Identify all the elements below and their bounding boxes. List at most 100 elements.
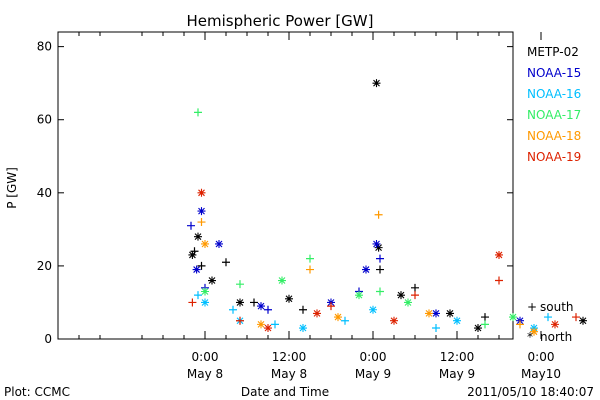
north-point bbox=[446, 309, 454, 318]
legend-entry: NOAA-16 bbox=[527, 87, 581, 101]
north-point bbox=[530, 327, 538, 336]
series-noaa-17 bbox=[194, 108, 517, 329]
north-point bbox=[215, 239, 223, 248]
south-point bbox=[341, 316, 349, 325]
north-point bbox=[313, 309, 321, 318]
north-point bbox=[188, 250, 197, 259]
south-point bbox=[572, 313, 580, 322]
north-point bbox=[495, 250, 503, 259]
x-tick-time: 0:00 bbox=[360, 350, 387, 364]
series-noaa-15 bbox=[187, 207, 524, 325]
north-point bbox=[197, 207, 206, 216]
legend-entry: NOAA-17 bbox=[527, 108, 581, 122]
north-point bbox=[355, 291, 363, 300]
y-tick-label: 40 bbox=[37, 186, 52, 200]
south-point bbox=[376, 287, 384, 296]
chart-title: Hemispheric Power [GW] bbox=[187, 12, 374, 30]
north-point bbox=[201, 239, 209, 248]
plot-frame bbox=[57, 31, 514, 340]
south-point bbox=[194, 108, 202, 117]
data-points bbox=[187, 79, 587, 336]
south-point bbox=[299, 305, 307, 314]
south-point bbox=[188, 298, 197, 307]
y-tick-label: 80 bbox=[37, 40, 52, 54]
x-tick-time: 12:00 bbox=[440, 350, 475, 364]
south-point bbox=[544, 313, 552, 322]
south-point bbox=[197, 218, 206, 227]
south-point bbox=[264, 305, 272, 314]
series-noaa-19 bbox=[188, 188, 580, 333]
south-point bbox=[376, 265, 384, 274]
legend-entry: NOAA-15 bbox=[527, 66, 581, 80]
north-point bbox=[285, 294, 293, 303]
x-tick-date: May 9 bbox=[439, 367, 475, 381]
x-axis-ticks: 0:00 May 8 12:00 May 8 0:00 May 9 12:00 May 9 0:… bbox=[78, 32, 561, 381]
north-point bbox=[509, 313, 517, 322]
y-axis-ticks: 0 20 40 60 80 bbox=[37, 40, 513, 346]
series-noaa-18 bbox=[197, 210, 538, 336]
south-point bbox=[411, 291, 419, 300]
south-point bbox=[495, 276, 503, 285]
north-point bbox=[390, 316, 398, 325]
x-tick-time: 12:00 bbox=[272, 350, 307, 364]
marker-legend-symbol: + bbox=[527, 300, 537, 314]
north-point bbox=[372, 239, 381, 248]
south-point bbox=[271, 320, 279, 329]
y-tick-label: 20 bbox=[37, 259, 52, 273]
south-point bbox=[306, 265, 314, 274]
x-tick-date: May 9 bbox=[355, 367, 391, 381]
south-point bbox=[481, 320, 489, 329]
south-point bbox=[432, 324, 440, 333]
north-point bbox=[397, 291, 405, 300]
legend-entry: NOAA-19 bbox=[527, 150, 581, 164]
north-point bbox=[453, 316, 461, 325]
south-point bbox=[327, 302, 335, 311]
footer-timestamp: 2011/05/10 18:40:07 bbox=[467, 385, 594, 399]
north-point bbox=[278, 276, 286, 285]
south-point bbox=[306, 254, 314, 263]
marker-legend-label: north bbox=[540, 330, 572, 344]
north-point bbox=[579, 316, 587, 325]
north-point bbox=[551, 320, 559, 329]
x-tick-date: May 8 bbox=[271, 367, 307, 381]
north-point bbox=[474, 324, 482, 333]
north-point bbox=[201, 298, 209, 307]
series-noaa-16 bbox=[194, 291, 552, 333]
legend: METP-02 NOAA-15 NOAA-16 NOAA-17 NOAA-18 NOAA-… bbox=[527, 45, 581, 164]
x-tick-time: 0:00 bbox=[192, 350, 219, 364]
y-tick-label: 0 bbox=[44, 332, 52, 346]
south-point bbox=[411, 283, 419, 292]
north-point bbox=[264, 324, 272, 333]
marker-legend: + south * north bbox=[527, 300, 574, 344]
south-point bbox=[197, 261, 206, 270]
north-point bbox=[334, 313, 342, 322]
north-point bbox=[362, 265, 370, 274]
north-point bbox=[192, 265, 201, 274]
south-point bbox=[222, 258, 230, 267]
series-metp-02 bbox=[188, 79, 587, 333]
north-point bbox=[369, 305, 377, 314]
marker-legend-symbol: * bbox=[527, 330, 533, 344]
north-point bbox=[432, 309, 440, 318]
legend-entry: NOAA-18 bbox=[527, 129, 581, 143]
south-point bbox=[374, 210, 383, 219]
south-point bbox=[236, 316, 244, 325]
north-point bbox=[372, 79, 381, 88]
south-point bbox=[376, 254, 384, 263]
north-point bbox=[404, 298, 412, 307]
north-point bbox=[425, 309, 433, 318]
south-point bbox=[236, 280, 244, 289]
north-point bbox=[201, 287, 209, 296]
x-tick-date: May 8 bbox=[187, 367, 223, 381]
y-tick-label: 60 bbox=[37, 113, 52, 127]
north-point bbox=[374, 243, 383, 252]
y-axis-label: P [GW] bbox=[5, 167, 19, 209]
south-point bbox=[481, 313, 489, 322]
north-point bbox=[299, 324, 307, 333]
footer-credit: Plot: CCMC bbox=[4, 385, 70, 399]
south-point bbox=[229, 305, 237, 314]
south-point bbox=[187, 221, 195, 230]
north-point bbox=[208, 276, 216, 285]
north-point bbox=[257, 302, 265, 311]
